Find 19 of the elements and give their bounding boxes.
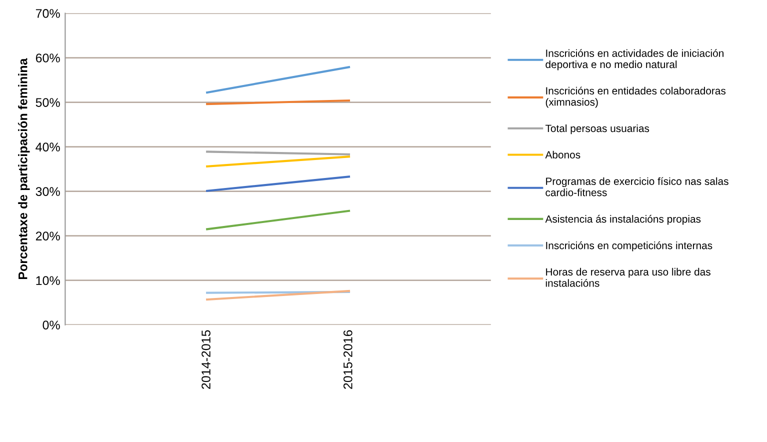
- y-tick-label: 30%: [36, 187, 60, 196]
- legend-label: Horas de reserva para uso libre das instalacións: [546, 268, 710, 287]
- legend-label: Programas de exercicio físico nas salas cardio-fitness: [546, 177, 728, 196]
- y-tick-label: 50%: [36, 98, 60, 107]
- legend-label: Inscricións en entidades colaboradoras (ximnasios): [546, 86, 726, 108]
- legend-label: Abonos: [545, 150, 580, 158]
- x-tick-label: 2015-2016: [343, 330, 352, 389]
- y-tick-label: 70%: [36, 9, 60, 18]
- legend-label: Inscricións en actividades de iniciación deportiva e no medio natural: [546, 49, 724, 70]
- x-tick-label: 2014-2015: [202, 330, 210, 389]
- y-tick-label: 60%: [36, 54, 60, 62]
- y-tick-label: 20%: [36, 232, 60, 240]
- y-tick-label: 10%: [36, 276, 60, 286]
- legend-label: Asistencia ás instalacións propias: [545, 214, 701, 225]
- legend-label: Total persoas usuarias: [545, 124, 650, 134]
- y-tick-label: 0%: [42, 320, 60, 330]
- legend-label: Inscricións en competicións internas: [546, 241, 712, 252]
- y-tick-label: 40%: [36, 142, 60, 152]
- y-axis-title: Porcentaxe de participación feminina: [18, 58, 30, 280]
